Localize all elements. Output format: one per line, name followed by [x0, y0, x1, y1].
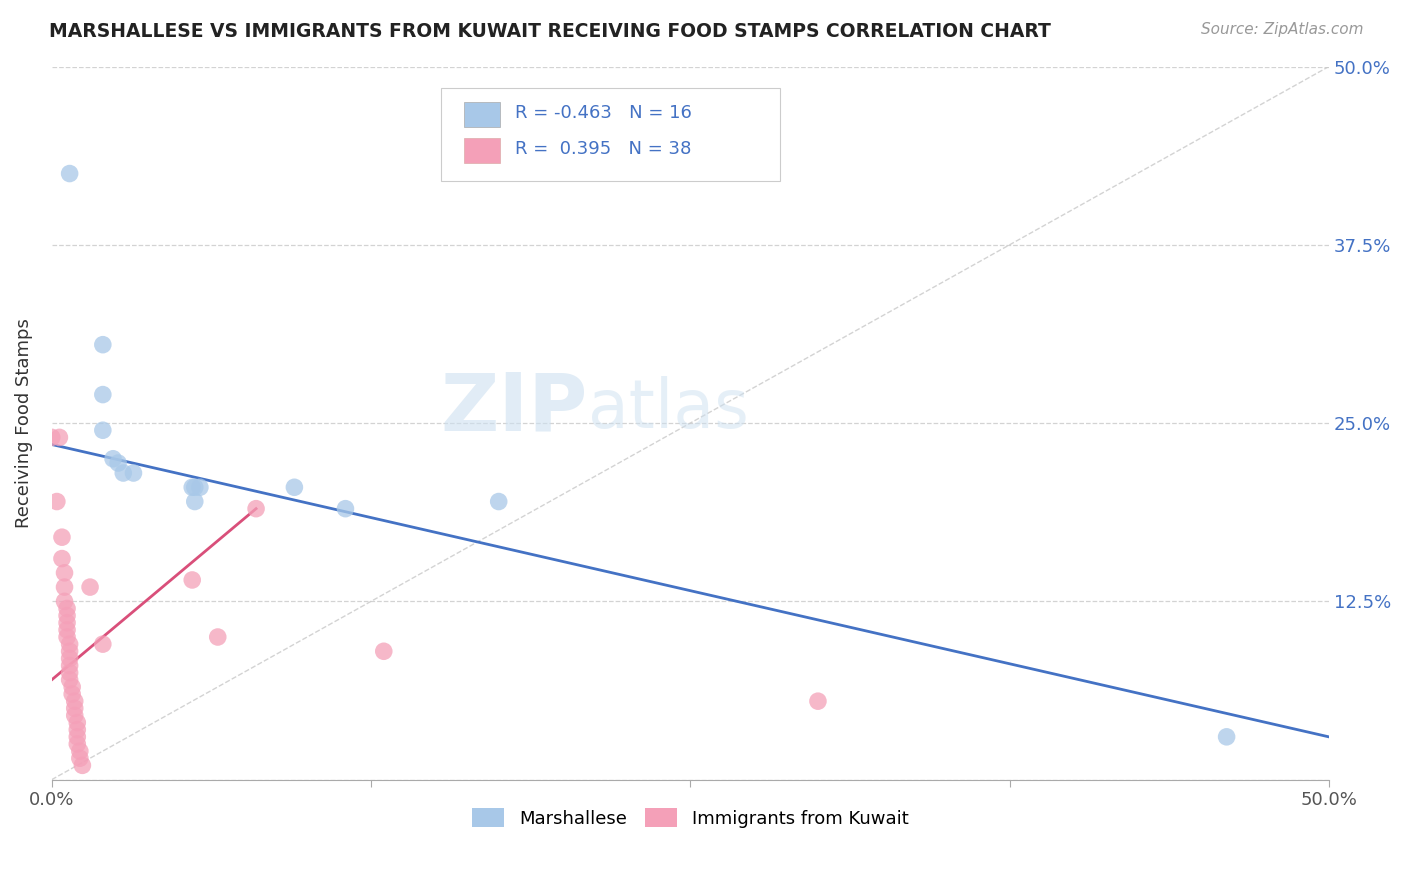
Text: Source: ZipAtlas.com: Source: ZipAtlas.com	[1201, 22, 1364, 37]
Text: R =  0.395   N = 38: R = 0.395 N = 38	[516, 139, 692, 158]
Point	[59, 665, 82, 680]
Point	[53, 566, 76, 580]
Point	[53, 580, 76, 594]
Point	[69, 751, 91, 765]
Point	[45, 494, 67, 508]
Point	[59, 637, 82, 651]
Point	[91, 423, 114, 437]
Point	[59, 651, 82, 665]
Point	[207, 630, 229, 644]
Point	[101, 451, 124, 466]
Point	[245, 501, 267, 516]
Point	[283, 480, 305, 494]
Legend: Marshallese, Immigrants from Kuwait: Marshallese, Immigrants from Kuwait	[465, 801, 915, 835]
Point	[48, 430, 70, 444]
Text: ZIP: ZIP	[441, 370, 588, 448]
Point	[807, 694, 830, 708]
Point	[184, 480, 207, 494]
Point	[60, 680, 83, 694]
Point	[107, 456, 129, 470]
Point	[59, 658, 82, 673]
Point	[69, 744, 91, 758]
Point	[79, 580, 101, 594]
Point	[1215, 730, 1237, 744]
Point	[335, 501, 357, 516]
Point	[59, 644, 82, 658]
Point	[181, 573, 204, 587]
Point	[63, 694, 86, 708]
Y-axis label: Receiving Food Stamps: Receiving Food Stamps	[15, 318, 32, 528]
Point	[91, 387, 114, 401]
Point	[488, 494, 510, 508]
Point	[91, 637, 114, 651]
Text: atlas: atlas	[588, 376, 749, 442]
Point	[59, 167, 82, 181]
Point	[56, 615, 79, 630]
Point	[56, 630, 79, 644]
Point	[51, 530, 73, 544]
Point	[72, 758, 94, 772]
Point	[63, 708, 86, 723]
Text: MARSHALLESE VS IMMIGRANTS FROM KUWAIT RECEIVING FOOD STAMPS CORRELATION CHART: MARSHALLESE VS IMMIGRANTS FROM KUWAIT RE…	[49, 22, 1052, 41]
Point	[66, 737, 89, 751]
Point	[122, 466, 145, 480]
Text: R = -0.463   N = 16: R = -0.463 N = 16	[516, 104, 692, 122]
Point	[60, 687, 83, 701]
Point	[56, 623, 79, 637]
Point	[53, 594, 76, 608]
Point	[181, 480, 204, 494]
Bar	[464, 138, 501, 163]
Point	[66, 730, 89, 744]
Point	[66, 715, 89, 730]
Point	[66, 723, 89, 737]
Point	[56, 608, 79, 623]
Point	[188, 480, 211, 494]
Point	[41, 430, 63, 444]
Point	[91, 337, 114, 351]
Point	[373, 644, 395, 658]
Point	[56, 601, 79, 615]
Point	[51, 551, 73, 566]
FancyBboxPatch shape	[441, 88, 780, 181]
Bar	[464, 103, 501, 128]
Point	[63, 701, 86, 715]
Point	[112, 466, 135, 480]
Point	[59, 673, 82, 687]
Point	[184, 494, 207, 508]
